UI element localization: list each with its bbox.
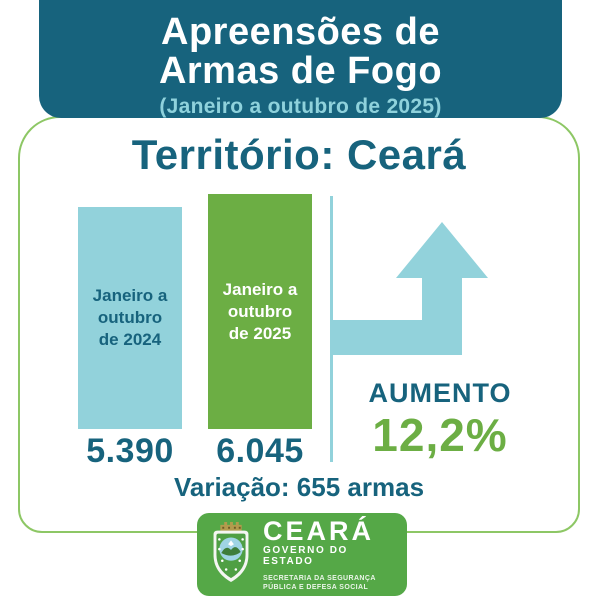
logo-department-line2: PÚBLICA E DEFESA SOCIAL <box>263 583 369 591</box>
bar-2025: Janeiro a outubro de 2025 <box>208 194 312 429</box>
vertical-divider <box>330 196 333 462</box>
arrow-up-elbow-icon <box>332 220 490 357</box>
header-subtitle: (Janeiro a outubro de 2025) <box>159 95 442 118</box>
bar-2024-value: 5.390 <box>86 432 174 470</box>
logo-text-block: CEARÁ GOVERNO DO ESTADO SECRETARIA DA SE… <box>263 515 395 592</box>
bar-2025-label: Janeiro a outubro de 2025 <box>222 279 298 343</box>
header-title-line2: Armas de Fogo <box>158 50 443 92</box>
logo-government-label: GOVERNO DO ESTADO <box>263 544 348 567</box>
increase-label: AUMENTO <box>368 378 512 408</box>
variation-text: Variação: 655 armas <box>173 472 425 502</box>
header-banner: Apreensões de Armas de Fogo (Janeiro a o… <box>39 0 562 118</box>
government-logo: CEARÁ GOVERNO DO ESTADO SECRETARIA DA SE… <box>197 513 407 596</box>
increase-percent: 12,2% <box>372 409 508 461</box>
bar-2024-label: Janeiro a outubro de 2024 <box>92 286 168 349</box>
header-title-line1: Apreensões de <box>161 11 440 53</box>
logo-state-name: CEARÁ <box>263 515 375 546</box>
bar-2024: Janeiro a outubro de 2024 <box>78 207 182 429</box>
logo-department-line1: SECRETARIA DA SEGURANÇA <box>263 574 376 582</box>
card-title: Território: Ceará <box>131 131 467 178</box>
bar-2025-value: 6.045 <box>216 432 304 470</box>
ceara-coat-of-arms-icon <box>209 520 253 589</box>
chart-card: Território: Ceará Janeiro a outubro de 2… <box>18 116 580 533</box>
